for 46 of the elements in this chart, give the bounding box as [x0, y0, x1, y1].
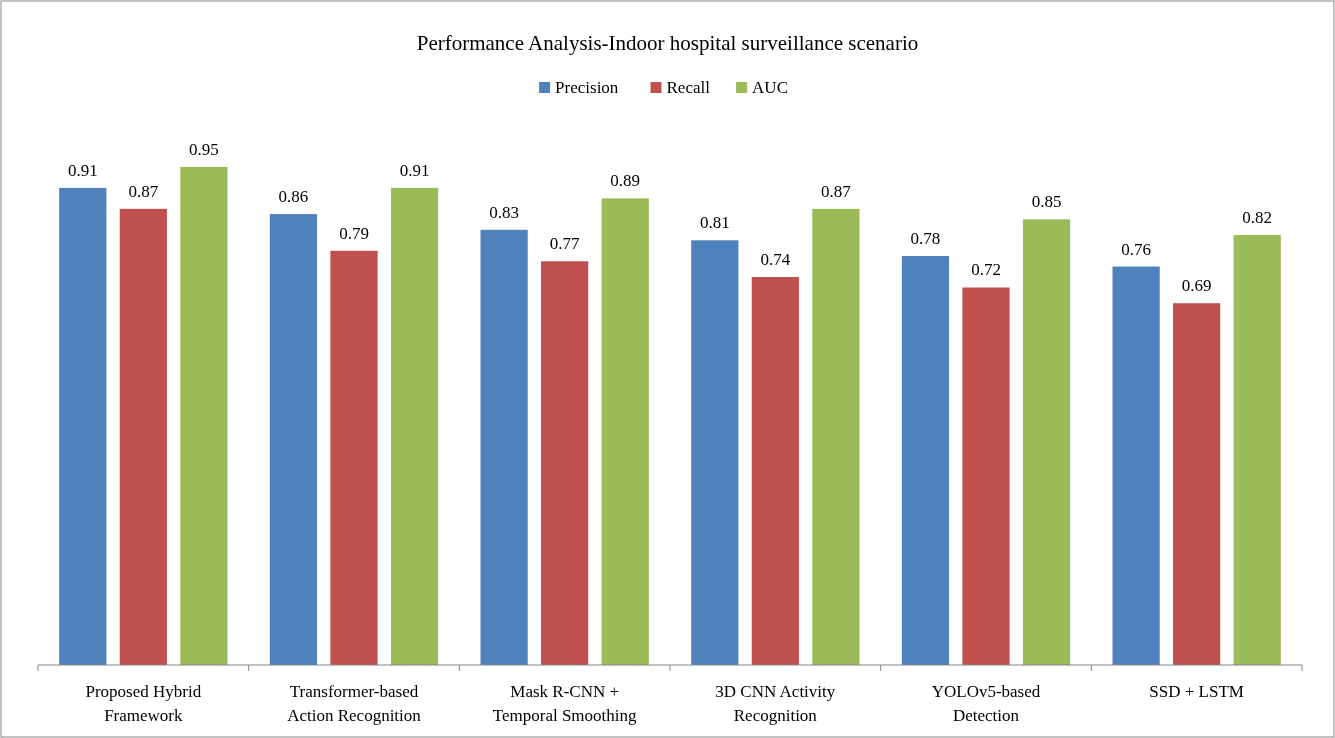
- data-label: 0.87: [128, 181, 159, 201]
- legend-label: Recall: [666, 78, 711, 97]
- bar: [812, 208, 860, 665]
- bar: [751, 277, 799, 665]
- bar: [390, 187, 439, 665]
- bar: [269, 214, 318, 665]
- bar: [1173, 303, 1221, 665]
- chart-title: Performance Analysis-Indoor hospital surveillance scenario: [416, 31, 919, 55]
- x-tick-label: YOLOv5-based Detection: [931, 682, 1041, 725]
- x-tick-label: Proposed Hybrid Framework: [85, 682, 202, 725]
- x-tick-label: Mask R-CNN + Temporal Smoothing: [492, 682, 638, 725]
- data-label: 0.89: [610, 171, 641, 191]
- data-label: 0.95: [188, 139, 219, 159]
- bar: [59, 187, 107, 665]
- data-label: 0.91: [67, 160, 98, 180]
- bar: [1112, 266, 1160, 665]
- bar: [601, 198, 649, 665]
- legend-label: AUC: [752, 78, 789, 97]
- x-tick-label: 3D CNN Activity Recognition: [715, 682, 836, 725]
- data-label: 0.87: [820, 181, 852, 201]
- bar: [480, 229, 528, 665]
- data-label: 0.72: [971, 260, 1001, 280]
- bar: [180, 166, 228, 665]
- x-tick-label: Transformer-based Action Recognition: [287, 682, 422, 725]
- data-label: 0.83: [489, 202, 520, 222]
- data-label: 0.85: [1031, 192, 1062, 212]
- x-tick-label: SSD + LSTM: [1149, 682, 1244, 701]
- bar: [119, 208, 167, 665]
- bar: [541, 261, 589, 665]
- bar: [1022, 219, 1071, 665]
- data-label: 0.86: [278, 187, 309, 207]
- data-label: 0.82: [1242, 208, 1273, 228]
- bar: [962, 287, 1010, 665]
- legend-label: Precision: [555, 78, 619, 97]
- data-label: 0.77: [549, 234, 581, 254]
- bar: [901, 256, 950, 665]
- data-label: 0.69: [1181, 276, 1212, 296]
- data-label: 0.78: [910, 229, 941, 249]
- data-label: 0.79: [339, 223, 369, 243]
- bar: [330, 250, 378, 665]
- data-label: 0.91: [399, 160, 430, 180]
- bar: [1233, 235, 1281, 665]
- data-label: 0.81: [699, 213, 730, 233]
- data-label: 0.74: [760, 250, 791, 270]
- bar: [691, 240, 739, 665]
- data-label: 0.76: [1121, 239, 1152, 259]
